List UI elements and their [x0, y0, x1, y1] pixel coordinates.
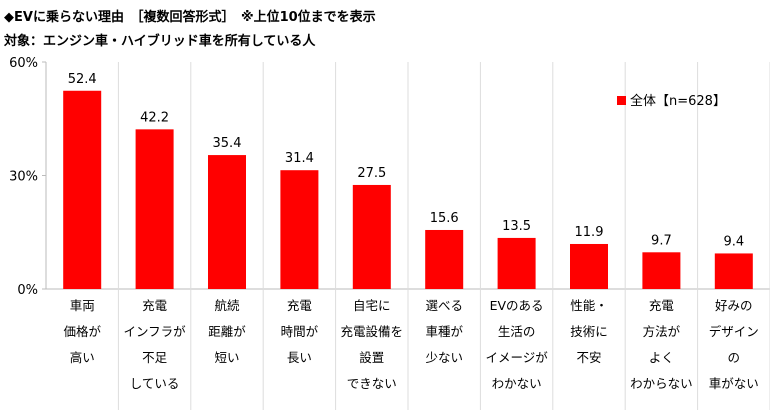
data-label: 42.2	[140, 110, 169, 125]
category-label: 自宅に	[353, 298, 391, 313]
y-tick-label: 0%	[17, 283, 38, 298]
category-label: イメージが	[485, 350, 548, 365]
category-label: 車がない	[709, 376, 759, 391]
category-label: 技術に	[570, 324, 608, 339]
category-label: 設置	[359, 350, 384, 365]
legend-label: 全体【n=628】	[630, 93, 726, 109]
data-label: 13.5	[502, 219, 531, 234]
category-label: 生活の	[498, 324, 536, 339]
category-label: している	[130, 376, 180, 391]
category-label: 時間が	[281, 324, 319, 339]
category-label: 高い	[70, 350, 95, 365]
bar	[208, 155, 246, 289]
y-tick-label: 30%	[9, 170, 38, 185]
category-label: デザイン	[709, 324, 759, 339]
bar	[135, 129, 174, 289]
category-label: 充電設備を	[341, 324, 404, 339]
category-label: 選べる	[425, 298, 463, 313]
bar	[352, 184, 391, 289]
category-label: 少ない	[425, 350, 463, 365]
category-label: 価格が	[63, 324, 101, 339]
bar	[570, 243, 608, 289]
category-label: 充電	[287, 298, 313, 313]
bar	[714, 253, 753, 289]
category-label: 充電	[649, 298, 675, 313]
category-label: 車両	[70, 298, 95, 313]
data-label: 9.7	[651, 233, 672, 248]
bar	[280, 170, 319, 289]
legend-swatch	[617, 96, 626, 105]
category-label: の	[728, 350, 741, 365]
data-label: 52.4	[68, 72, 97, 87]
category-label: インフラが	[124, 324, 187, 339]
bar	[642, 252, 681, 289]
category-label: 航続	[214, 298, 240, 313]
bar	[497, 237, 536, 289]
data-label: 11.9	[575, 225, 604, 240]
y-tick-label: 60%	[9, 56, 38, 71]
category-label: わかない	[492, 376, 542, 391]
bar	[63, 90, 102, 290]
category-label: できない	[347, 376, 397, 391]
category-label: 好みの	[715, 298, 753, 313]
category-label: 車種が	[425, 324, 463, 339]
category-label: わからない	[630, 376, 693, 391]
category-label: 短い	[214, 350, 239, 365]
category-label: 性能・	[570, 298, 608, 313]
data-label: 15.6	[430, 211, 459, 226]
data-label: 35.4	[213, 136, 242, 151]
category-label: よく	[649, 350, 674, 365]
data-label: 9.4	[723, 234, 744, 249]
category-label: 不安	[576, 350, 601, 365]
bar	[425, 229, 464, 289]
category-label: 方法が	[643, 324, 681, 339]
chart-subtitle: 対象：エンジン車・ハイブリッド車を所有している人	[4, 34, 316, 49]
category-label: 長い	[287, 350, 312, 365]
category-label: 充電	[142, 298, 168, 313]
category-label: EVのある	[490, 298, 544, 313]
category-label: 不足	[142, 350, 168, 365]
data-label: 27.5	[357, 166, 386, 181]
category-label: 距離が	[208, 324, 246, 339]
chart-title: ◆EVに乗らない理由 ［複数回答形式］ ※上位10位までを表示	[4, 10, 376, 25]
data-label: 31.4	[285, 151, 314, 166]
